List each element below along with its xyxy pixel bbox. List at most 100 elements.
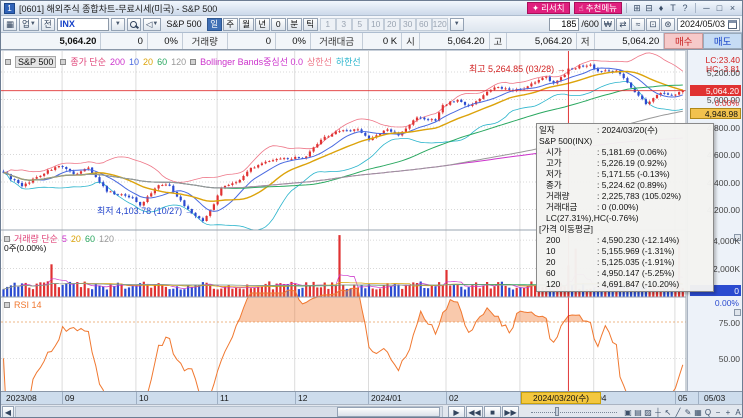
- legend-ma-200: 200: [110, 56, 126, 67]
- settings-gear-icon[interactable]: ⊛: [660, 17, 675, 31]
- pin-icon[interactable]: ♦: [658, 2, 664, 13]
- rsi-pane-collapse-button[interactable]: [734, 309, 741, 316]
- wave-chart-icon[interactable]: ≈: [630, 17, 645, 31]
- rsi-axis-label: 50.00: [718, 353, 740, 364]
- trendline-icon[interactable]: ╱: [675, 407, 681, 417]
- sound-button[interactable]: ◁ ▼: [142, 17, 162, 31]
- buy-button[interactable]: 매수: [664, 33, 704, 49]
- time-axis-tick: [446, 392, 447, 404]
- capture-icon[interactable]: ▦: [694, 407, 702, 417]
- stop-icon[interactable]: ■: [484, 406, 501, 417]
- arrow-cursor-icon[interactable]: ↖: [664, 407, 672, 417]
- legend-marker-icon: [5, 58, 11, 65]
- tooltip-row: 20: 5,125.035 (-1.91%): [539, 257, 711, 268]
- time-axis-label: 12: [298, 393, 308, 403]
- prev-button[interactable]: 전: [40, 17, 55, 31]
- tooltip-value: : 0 (0.00%): [597, 202, 639, 212]
- zoom-slider-thumb[interactable]: [555, 407, 559, 416]
- symbol-code-input[interactable]: [56, 17, 109, 31]
- code-dropdown-button[interactable]: ▼: [110, 17, 125, 31]
- open-value: 5,064.20: [420, 33, 490, 49]
- research-button[interactable]: ✦ 리서치: [526, 2, 570, 14]
- minute-button-20[interactable]: 20: [383, 17, 400, 31]
- save-icon[interactable]: ⊡: [645, 17, 660, 31]
- calendar-icon: [728, 19, 737, 29]
- period-button-년[interactable]: 년: [254, 17, 270, 31]
- minute-button-30[interactable]: 30: [399, 17, 416, 31]
- tooltip-row: 고가: 5,226.19 (0.92%): [539, 158, 711, 169]
- tooltip-value: : 5,125.035 (-1.91%): [597, 257, 675, 267]
- help-icon[interactable]: ?: [682, 2, 688, 13]
- rewind-icon[interactable]: ◀◀: [466, 406, 483, 417]
- volume-axis-label: 2,000K: [713, 264, 740, 275]
- minute-button-60[interactable]: 60: [415, 17, 432, 31]
- volume-pane-collapse-button[interactable]: [734, 234, 741, 241]
- cascade-windows-icon[interactable]: ▣: [624, 407, 632, 417]
- time-axis-label: 11: [220, 393, 229, 403]
- minute-button-5[interactable]: 5: [351, 17, 368, 31]
- chart-window-icon[interactable]: ▦: [3, 17, 18, 31]
- tooltip-row: 일자: 2024/03/20(수): [539, 125, 711, 136]
- period-low-annotation: 최저 4,103.78 (10/27) →: [97, 206, 194, 216]
- price-axis-label: 5,200.00: [706, 67, 740, 78]
- search-button[interactable]: [126, 17, 141, 31]
- price-axis-label: 4,600.00: [706, 150, 740, 161]
- zoom-icon[interactable]: Q: [704, 407, 712, 417]
- chart-scrollbar[interactable]: [15, 406, 443, 417]
- legend-vol-ma-120: 120: [98, 233, 114, 244]
- period-button-틱[interactable]: 틱: [302, 17, 318, 31]
- minute-button-120[interactable]: 120: [431, 17, 448, 31]
- tooltip-value: : 5,171.55 (-0.13%): [597, 169, 670, 179]
- price-change: 0: [101, 33, 148, 49]
- zoom-out-icon[interactable]: −: [715, 407, 721, 417]
- minute-button-10[interactable]: 10: [367, 17, 384, 31]
- minute-button-1[interactable]: 1: [319, 17, 336, 31]
- up-menu-button[interactable]: 업 ▼: [19, 17, 39, 31]
- bulb-icon: ✦: [531, 2, 540, 13]
- chart-area-icon[interactable]: ▨: [644, 407, 652, 417]
- scrollbar-thumb[interactable]: [337, 407, 440, 417]
- compare-icon[interactable]: ⇄: [615, 17, 630, 31]
- tooltip-row: 종가: 5,224.62 (0.89%): [539, 180, 711, 191]
- copy-window-icon[interactable]: ⊟: [645, 2, 653, 13]
- font-size-icon[interactable]: A: [735, 407, 741, 417]
- date-picker[interactable]: 2024/05/03: [676, 17, 740, 31]
- volume-axis-label: 4,000K: [713, 235, 740, 246]
- legend-marker-icon: [190, 58, 197, 65]
- time-axis-label: 2024/01: [371, 393, 402, 403]
- won-currency-icon[interactable]: ₩: [600, 17, 615, 31]
- time-axis-tick: [62, 392, 63, 404]
- high-value: 5,064.20: [507, 33, 577, 49]
- legend-ma-20: 20: [143, 56, 154, 67]
- sell-button[interactable]: 매도: [703, 33, 742, 49]
- close-button[interactable]: ×: [729, 3, 736, 13]
- new-window-icon[interactable]: ⊞: [633, 2, 641, 13]
- maximize-button[interactable]: □: [716, 3, 723, 13]
- period-button-분[interactable]: 분: [286, 17, 302, 31]
- interval-dropdown-button[interactable]: ▼: [449, 17, 464, 31]
- period-button-주[interactable]: 주: [222, 17, 238, 31]
- legend-vol-ma-20: 20: [70, 233, 81, 244]
- forward-icon[interactable]: ▶▶: [502, 406, 519, 417]
- draw-icon[interactable]: ✎: [684, 407, 692, 417]
- scroll-left-button[interactable]: ◀: [2, 406, 14, 417]
- minimize-button[interactable]: ─: [703, 3, 710, 13]
- tile-windows-icon[interactable]: ▤: [634, 407, 642, 417]
- period-button-월[interactable]: 월: [238, 17, 254, 31]
- play-icon[interactable]: ▶: [448, 406, 465, 417]
- cross-cursor-icon[interactable]: ┼: [655, 407, 661, 417]
- zoom-in-icon[interactable]: +: [725, 407, 731, 417]
- time-axis-tick: [368, 392, 369, 404]
- high-label: 고: [490, 33, 508, 49]
- bar-count-input[interactable]: [549, 17, 580, 31]
- font-icon[interactable]: T: [670, 2, 676, 13]
- time-axis-label: 2023/08: [6, 393, 37, 403]
- period-button-일[interactable]: 일: [206, 17, 222, 31]
- tooltip-row: 거래대금: 0 (0.00%): [539, 202, 711, 213]
- period-button-0[interactable]: 0: [270, 17, 286, 31]
- recommend-menu-button[interactable]: ☝ 추천메뉴: [573, 2, 622, 14]
- hc-label: HC:-3.81: [705, 64, 740, 74]
- zoom-slider[interactable]: [531, 407, 617, 416]
- search-icon: [130, 20, 138, 28]
- minute-button-3[interactable]: 3: [335, 17, 352, 31]
